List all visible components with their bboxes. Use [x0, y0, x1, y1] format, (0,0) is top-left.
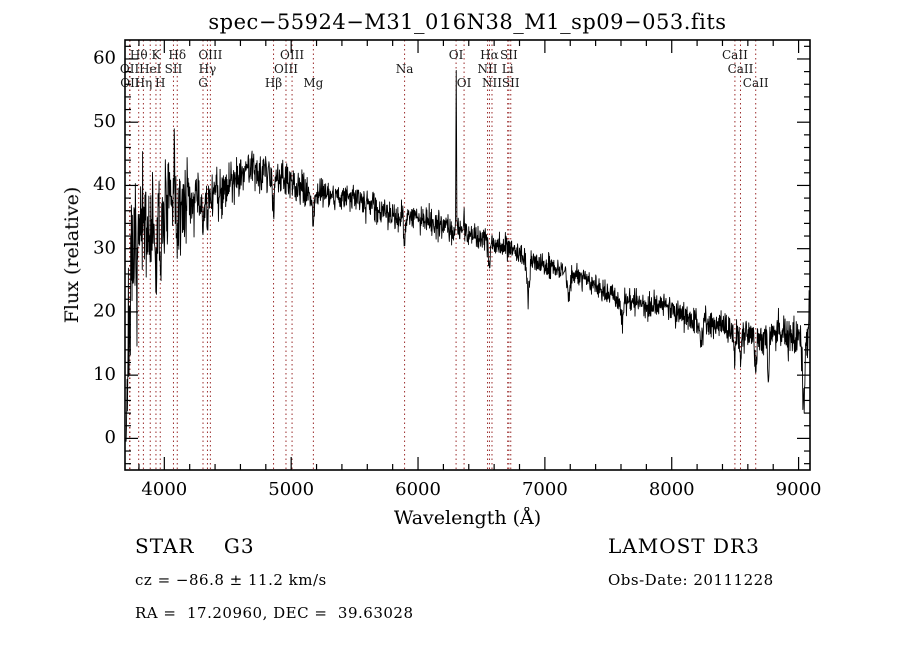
chart-title: spec−55924−M31_016N38_M1_sp09−053.fits [208, 10, 727, 34]
y-axis-label: Flux (relative) [61, 186, 83, 324]
object-class-label: STAR G3 [135, 534, 255, 558]
x-axis-label: Wavelength (Å) [393, 507, 542, 529]
ra-dec-label: RA = 17.20960, DEC = 39.63028 [135, 604, 414, 622]
radial-velocity-label: cz = −86.8 ± 11.2 km/s [135, 571, 327, 589]
obs-date-label: Obs-Date: 20111228 [608, 571, 774, 589]
survey-release-label: LAMOST DR3 [608, 534, 760, 558]
